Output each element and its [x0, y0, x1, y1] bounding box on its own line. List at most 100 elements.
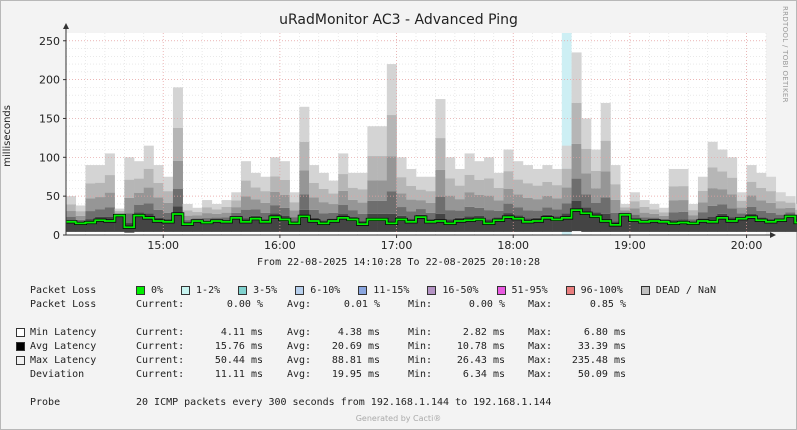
latency-bar-band — [318, 172, 329, 190]
latency-bar-band — [338, 174, 349, 191]
stat-avg-label: Avg: — [287, 355, 312, 366]
latency-bar-band — [318, 189, 329, 203]
latency-bar-band — [406, 218, 417, 232]
stat-avg-value: 0.01 % — [343, 299, 380, 310]
latency-bar-band — [766, 202, 777, 213]
latency-bar-band — [279, 179, 290, 195]
latency-bar-band — [493, 188, 504, 201]
latency-bar-band — [435, 99, 446, 139]
latency-bar-band — [561, 168, 572, 188]
latency-bar-band — [124, 213, 135, 224]
latency-bar-band — [454, 217, 465, 232]
latency-bar-band — [134, 178, 145, 193]
latency-bar-band — [697, 202, 708, 213]
latency-bar-band — [503, 171, 514, 189]
latency-bar-band — [211, 217, 222, 220]
latency-bar-band — [766, 212, 777, 220]
avg-latency-line — [66, 209, 797, 229]
latency-bar-band — [620, 207, 631, 211]
stat-max-label: Max: — [528, 299, 553, 310]
latency-bar-band — [338, 153, 349, 175]
latency-bar-band — [678, 211, 689, 220]
stat-label: Deviation — [30, 369, 85, 380]
latency-bar-band — [717, 204, 728, 214]
latency-bar-band — [85, 183, 96, 199]
latency-bar-band — [231, 216, 242, 232]
chart-title: uRadMonitor AC3 - Advanced Ping — [279, 12, 518, 28]
latency-bar-band — [231, 192, 242, 201]
latency-bar-band — [182, 210, 193, 216]
latency-bar-band — [571, 143, 582, 179]
latency-bar-band — [153, 197, 164, 210]
latency-bar-band — [95, 209, 106, 217]
latency-bar-band — [552, 209, 563, 217]
latency-bar-band — [435, 138, 446, 170]
latency-bar-band — [503, 213, 514, 232]
latency-bar-band — [620, 214, 631, 232]
latency-bar-band — [104, 216, 115, 232]
latency-bar-band — [104, 153, 115, 176]
latency-bar-band — [435, 213, 446, 232]
latency-bar-band — [445, 157, 456, 179]
latency-bar-band — [484, 157, 495, 179]
latency-bar-band — [659, 220, 670, 232]
stat-min-value: 10.78 ms — [456, 341, 505, 352]
stat-avg-label: Avg: — [287, 341, 312, 352]
stat-avg-value: 88.81 ms — [331, 355, 380, 366]
latency-bar-band — [717, 213, 728, 232]
latency-bar-band — [600, 102, 611, 141]
latency-bar-band — [639, 200, 650, 207]
latency-bar-band — [347, 210, 358, 217]
latency-bar-band — [95, 182, 106, 198]
latency-bar-band — [396, 193, 407, 208]
latency-bar-band — [221, 217, 232, 221]
x-tick-label: 19:00 — [614, 239, 646, 250]
latency-bar-band — [542, 181, 553, 196]
stat-max-value: 0.85 % — [589, 299, 626, 310]
latency-bar-band — [775, 201, 786, 209]
latency-bar-band — [522, 218, 533, 232]
latency-bar-band — [678, 168, 689, 187]
loss-legend-label: 0% — [151, 285, 164, 296]
latency-bar-band — [542, 214, 553, 232]
latency-bar-band — [124, 179, 135, 198]
stat-min-value: 0.00 % — [468, 299, 505, 310]
latency-bar-band — [396, 207, 407, 216]
latency-bar-band — [153, 182, 164, 198]
latency-bar-band — [425, 176, 436, 192]
latency-bar-band — [503, 149, 514, 172]
latency-bar-band — [766, 219, 777, 232]
latency-bar-band — [347, 172, 358, 188]
latency-bar-band — [707, 167, 718, 189]
latency-bar-band — [454, 185, 465, 200]
x-tick-label: 16:00 — [264, 239, 296, 250]
stat-current-label: Current: — [136, 341, 185, 352]
latency-bar-band — [202, 221, 213, 232]
latency-bar-band — [241, 180, 252, 197]
latency-bar-band — [746, 206, 757, 215]
stat-current-value: 0.00 % — [226, 299, 263, 310]
latency-bar-band — [250, 215, 261, 232]
latency-bar-band — [241, 196, 252, 210]
latency-bar-band — [416, 189, 427, 201]
latency-bar-band — [396, 157, 407, 178]
latency-bar-band — [493, 217, 504, 232]
latency-bar-band — [66, 216, 77, 221]
latency-bar-band — [202, 213, 213, 219]
latency-bar-band — [153, 165, 164, 183]
latency-bar-band — [629, 208, 640, 215]
latency-bar-band — [532, 185, 543, 200]
latency-bar-band — [775, 208, 786, 215]
latency-bar-band — [610, 165, 621, 185]
latency-bar-band — [250, 199, 261, 210]
latency-bar-band — [231, 200, 242, 208]
latency-bar-band — [561, 203, 572, 214]
latency-bar-band — [756, 217, 767, 232]
loss-swatch — [238, 286, 248, 295]
latency-bar-band — [591, 202, 602, 213]
latency-bar-band — [542, 207, 553, 215]
latency-bar-band — [766, 176, 777, 192]
latency-bar-band — [367, 200, 378, 214]
latency-bar-band — [124, 197, 135, 214]
latency-bar-band — [697, 190, 708, 203]
